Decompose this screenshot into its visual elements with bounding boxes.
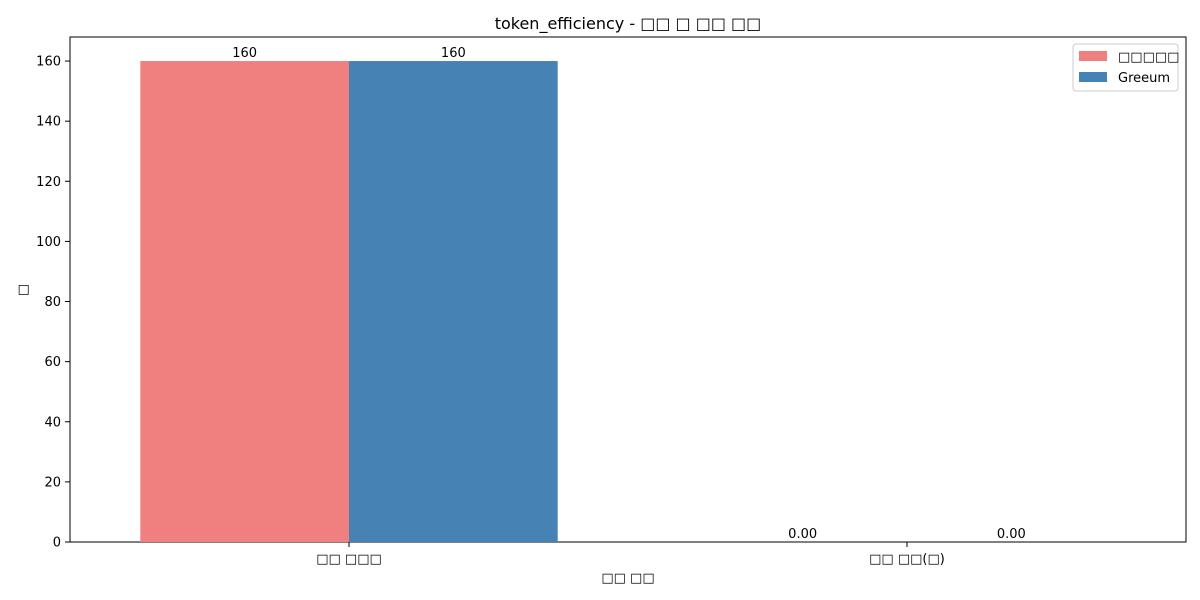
y-tick-label: 0 bbox=[53, 536, 61, 551]
y-axis: 0 20 40 60 80 100 120 140 160 bbox=[36, 55, 70, 551]
bar-value-label: 0.00 bbox=[997, 527, 1026, 542]
y-axis-label: □ bbox=[16, 284, 31, 296]
y-tick-label: 160 bbox=[36, 55, 61, 70]
x-tick-label: □□ □□□ bbox=[316, 552, 382, 567]
legend-label: □□□□□ bbox=[1118, 50, 1179, 65]
legend: □□□□□ Greeum bbox=[1072, 43, 1179, 92]
y-tick-label: 80 bbox=[44, 295, 61, 310]
y-tick-label: 40 bbox=[44, 415, 61, 430]
bar-series1 bbox=[140, 61, 349, 543]
bar-value-label: 0.00 bbox=[788, 527, 817, 542]
x-axis: □□ □□□ □□ □□(□) bbox=[316, 542, 945, 567]
x-axis-label: □□ □□ bbox=[601, 571, 654, 586]
plot-area bbox=[69, 36, 1187, 543]
y-tick-label: 120 bbox=[36, 175, 61, 190]
bar-value-label: 160 bbox=[232, 46, 257, 61]
y-tick-label: 20 bbox=[44, 475, 61, 490]
legend-label: Greeum bbox=[1118, 71, 1170, 86]
axes-frame bbox=[69, 36, 1187, 543]
legend-swatch bbox=[1079, 72, 1107, 82]
bar-greeum bbox=[349, 61, 558, 543]
chart-title: token_efficiency - □□ □ □□ □□ bbox=[495, 14, 762, 34]
bar-labels: 160 160 0.00 0.00 bbox=[232, 46, 1026, 542]
y-tick-label: 100 bbox=[36, 235, 61, 250]
x-tick-label: □□ □□(□) bbox=[869, 552, 945, 567]
legend-swatch bbox=[1079, 51, 1107, 61]
y-tick-label: 60 bbox=[44, 355, 61, 370]
bar-value-label: 160 bbox=[441, 46, 466, 61]
y-tick-label: 140 bbox=[36, 115, 61, 130]
bars bbox=[140, 61, 558, 543]
